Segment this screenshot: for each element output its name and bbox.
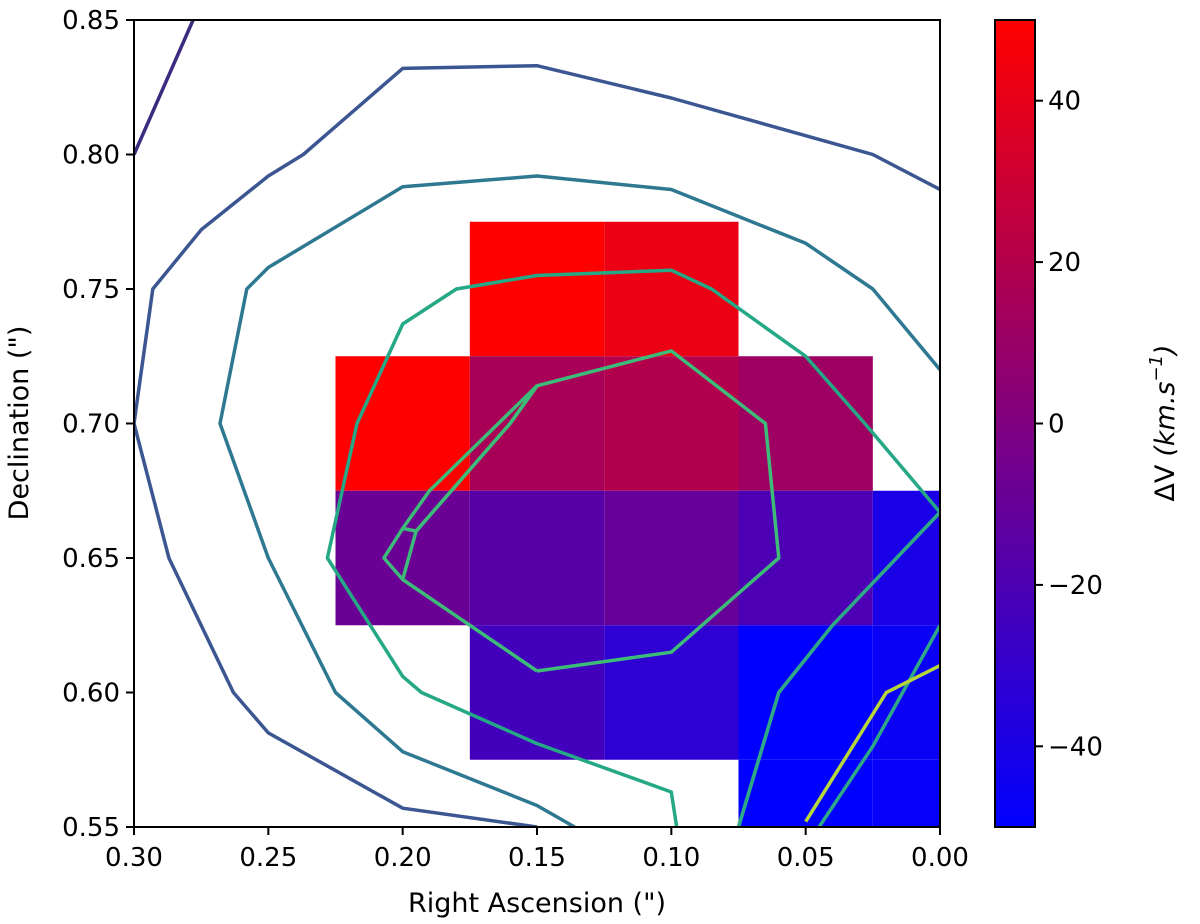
velocity-pixel-map (335, 221, 940, 827)
x-tick-label: 0.05 (777, 843, 835, 873)
contour-line (401, 578, 538, 673)
flux-contours (134, 20, 940, 827)
velocity-pixel (469, 221, 605, 357)
colorbar-ticks: 40 20 0 −20 −40 (1035, 87, 1103, 762)
velocity-pixel (604, 356, 739, 491)
colorbar-title-symbol: ΔV (1150, 464, 1181, 501)
velocity-pixel (738, 356, 873, 491)
velocity-pixel (604, 625, 739, 760)
y-tick-label: 0.80 (62, 141, 120, 171)
y-axis-ticks: 0.55 0.60 0.65 0.70 0.75 0.80 0.85 (62, 6, 134, 843)
x-tick-label: 0.25 (239, 843, 297, 873)
contour-line (817, 624, 940, 827)
contour-line (134, 63, 940, 424)
colorbar-tick-label: 20 (1048, 248, 1081, 278)
x-axis-title: Right Ascension (") (408, 888, 666, 919)
contour-line (736, 511, 940, 827)
colorbar-title-exponent: −1 (1146, 355, 1167, 382)
velocity-pixel (469, 490, 605, 626)
colorbar-title: ΔV (km.s−1) (1146, 344, 1181, 501)
contour-line (218, 174, 940, 827)
contour-line (804, 664, 940, 823)
y-tick-label: 0.55 (62, 813, 120, 843)
x-tick-label: 0.10 (642, 843, 700, 873)
velocity-pixel (738, 759, 873, 827)
colorbar-gradient (995, 20, 1035, 827)
x-tick-label: 0.20 (374, 843, 432, 873)
velocity-pixel (469, 356, 605, 491)
velocity-pixel (604, 221, 739, 357)
x-tick-label: 0.00 (911, 843, 969, 873)
x-tick-label: 0.15 (508, 843, 566, 873)
x-axis-ticks: 0.30 0.25 0.20 0.15 0.10 0.05 0.00 (105, 827, 969, 873)
contour-line (134, 20, 195, 156)
x-tick-label: 0.30 (105, 843, 163, 873)
contour-line (134, 423, 538, 827)
contour-line (402, 384, 539, 533)
y-tick-label: 0.75 (62, 275, 120, 305)
colorbar-tick-label: 0 (1048, 410, 1065, 440)
colorbar-title-close: ) (1150, 344, 1181, 357)
velocity-pixel (604, 490, 739, 626)
contour-line (325, 268, 940, 827)
colorbar-title-units: (km.s (1150, 382, 1181, 457)
y-tick-label: 0.65 (62, 544, 120, 574)
velocity-pixel (872, 759, 940, 827)
y-tick-label: 0.70 (62, 410, 120, 440)
colorbar-tick-label: −20 (1048, 571, 1103, 601)
velocity-pixel (872, 490, 940, 626)
colorbar-tick-label: −40 (1048, 732, 1103, 762)
colorbar-tick-label: 40 (1048, 87, 1081, 117)
y-tick-label: 0.60 (62, 679, 120, 709)
velocity-pixel (469, 625, 605, 760)
velocity-pixel (738, 625, 873, 760)
y-tick-label: 0.85 (62, 6, 120, 36)
velocity-pixel (738, 490, 873, 626)
y-axis-title: Declination (") (4, 326, 35, 521)
